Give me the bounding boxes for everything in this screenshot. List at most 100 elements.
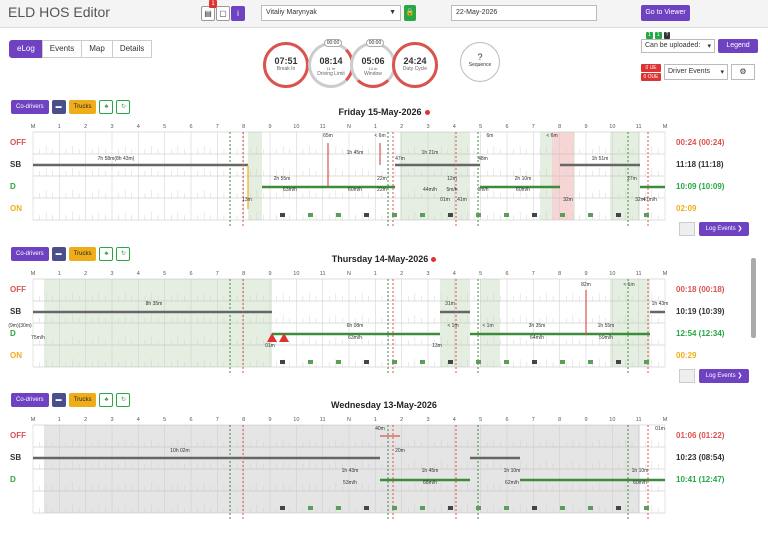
segment-label: 01m — [655, 426, 665, 432]
hour-label: 10 — [609, 271, 615, 277]
status-label-d: D — [10, 475, 16, 484]
log-events-button[interactable]: Log Events ❯ — [699, 369, 749, 383]
sequence-indicator[interactable]: ? Sequence — [460, 42, 500, 82]
refresh-icon[interactable]: ↻ — [116, 247, 131, 261]
gear-icon[interactable]: ⚙ — [731, 64, 755, 80]
total-sb: 10:19 (10:39) — [676, 307, 725, 316]
upload-badge-1: 1 — [646, 32, 653, 39]
status-label-on: ON — [10, 351, 22, 360]
segment-label: 22m — [377, 187, 387, 193]
tab-events[interactable]: Events — [41, 40, 83, 58]
document-icon[interactable]: ▤ — [201, 6, 215, 21]
log-grid-chart[interactable]: M 1 2 3 4 5 6 7 8 9 10 11 N 1 2 3 4 5 6 7 8 9 10 11 M 7h 58m(8h 4… — [0, 120, 768, 250]
hour-label: 6 — [505, 417, 508, 423]
segment-label: 60m/h — [516, 187, 530, 193]
lock-icon[interactable]: 🔒 — [404, 5, 416, 21]
scrollbar[interactable] — [751, 258, 756, 338]
refresh-icon[interactable]: ↻ — [116, 393, 131, 407]
hour-label: 7 — [532, 417, 535, 423]
codrivers-button[interactable]: Co-drivers — [11, 100, 49, 114]
leaf-icon[interactable]: ♣ — [99, 100, 114, 114]
hour-label: 5 — [479, 417, 482, 423]
status-label-sb: SB — [10, 160, 22, 169]
hour-label: 8 — [558, 271, 561, 277]
refresh-icon[interactable]: ↻ — [116, 100, 131, 114]
driving-pill: 00:00 — [324, 39, 342, 47]
driving-clock: 00:00 08:14 11 hr Driving Limit — [308, 39, 354, 88]
warning-icon — [267, 333, 277, 342]
hour-label: 2 — [84, 417, 87, 423]
truck-icon[interactable]: ▬ — [51, 100, 66, 114]
leaf-icon[interactable]: ♣ — [99, 247, 114, 261]
legend-button[interactable]: Legend — [718, 39, 758, 53]
hour-label: 7 — [216, 124, 219, 130]
driving-clock-value: 08:14 — [319, 56, 343, 66]
warning-icon — [279, 333, 289, 342]
log-events-button[interactable]: Log Events ❯ — [699, 222, 749, 236]
goto-viewer-button[interactable]: Go to Viewer — [641, 5, 690, 21]
hour-label: 7 — [532, 271, 535, 277]
break-clock-label: Break In — [276, 66, 296, 72]
upload-select[interactable]: Can be uploaded: ▾ — [641, 39, 715, 53]
truck-icon[interactable]: ▬ — [51, 393, 66, 407]
hour-label: 4 — [453, 124, 456, 130]
segment-label: 44m/h — [423, 187, 437, 193]
hour-label: 11 — [320, 271, 326, 277]
hour-label: 4 — [137, 271, 140, 277]
driver-select[interactable]: Vitaliy Marynyak ▼ — [261, 5, 401, 21]
total-sb: 11:18 (11:18) — [676, 160, 724, 169]
status-label-on: ON — [10, 204, 22, 213]
info-icon[interactable]: i — [231, 6, 245, 21]
ue-badge: 0 UE — [641, 64, 661, 72]
tab-map[interactable]: Map — [81, 40, 113, 58]
hour-label: 8 — [242, 417, 245, 423]
leaf-icon[interactable]: ♣ — [99, 393, 114, 407]
window-clock: 00:00 05:06 14 hr Window — [350, 39, 396, 88]
status-label-sb: SB — [10, 307, 22, 316]
segment-label: 64m/h — [530, 335, 544, 341]
hour-label: 2 — [400, 271, 403, 277]
grid-toggle-button[interactable] — [679, 369, 695, 383]
codrivers-button[interactable]: Co-drivers — [11, 247, 49, 261]
break-clock: 07:51 Break In — [263, 42, 309, 88]
segment-label: 1h 21m — [422, 150, 439, 156]
trucks-button[interactable]: Trucks — [68, 247, 97, 261]
segment-label: 31m — [445, 301, 455, 307]
alert-count-badge: 1 — [209, 0, 217, 8]
log-grid-chart[interactable]: M 1 2 3 4 5 6 7 8 9 10 11 N 1 2 3 4 5 6 7 8 9 10 11 M 10h 02m 1h 4… — [0, 413, 768, 543]
hour-label: 10 — [293, 124, 299, 130]
hour-label: 3 — [110, 271, 113, 277]
segment-label: 01m — [440, 197, 450, 203]
segment-label: 3h 35m — [529, 323, 546, 329]
hour-label: 8 — [242, 271, 245, 277]
hour-label: M — [31, 124, 36, 130]
hour-label: 11 — [636, 271, 642, 277]
date-input[interactable]: 22-May-2026 — [451, 5, 597, 21]
segment-label: < 1m — [447, 323, 458, 329]
hour-label: 4 — [137, 417, 140, 423]
tab-details[interactable]: Details — [111, 40, 153, 58]
segment-label: 32m — [635, 197, 645, 203]
segment-label: 6h 08m — [347, 323, 364, 329]
trucks-button[interactable]: Trucks — [68, 393, 97, 407]
app-title: ELD HOS Editor — [8, 4, 110, 20]
segment-label: 13m — [242, 197, 252, 203]
copy-icon[interactable]: ▢ — [216, 6, 230, 21]
window-clock-value: 05:06 — [361, 56, 385, 66]
hour-label: M — [663, 124, 668, 130]
hour-label: 9 — [584, 124, 587, 130]
driver-events-select[interactable]: Driver Events ▾ — [664, 64, 728, 80]
hour-label: N — [347, 271, 351, 277]
total-on: 02:09 — [676, 204, 697, 213]
segment-label: 2h 10m — [515, 176, 532, 182]
log-grid-chart[interactable]: M 1 2 3 4 5 6 7 8 9 10 11 N 1 2 3 4 5 6 7 8 9 10 11 M 8h 35m 6h 08… — [0, 267, 768, 397]
codrivers-button[interactable]: Co-drivers — [11, 393, 49, 407]
grid-toggle-button[interactable] — [679, 222, 695, 236]
segment-label: 82m — [581, 282, 591, 288]
total-d: 12:54 (12:34) — [676, 329, 725, 338]
tab-elog[interactable]: eLog — [9, 40, 43, 58]
truck-icon[interactable]: ▬ — [51, 247, 66, 261]
segment-label: 27m — [627, 176, 637, 182]
segment-label: < 6m — [546, 133, 557, 139]
trucks-button[interactable]: Trucks — [68, 100, 97, 114]
